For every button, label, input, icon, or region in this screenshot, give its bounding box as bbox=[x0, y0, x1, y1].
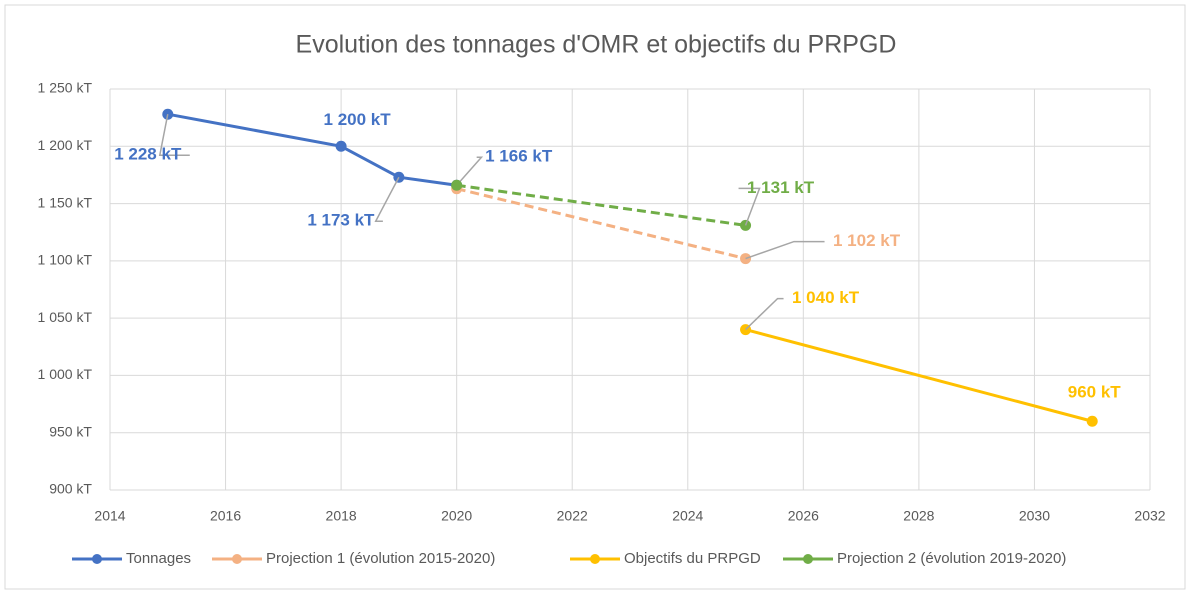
x-tick-label: 2030 bbox=[1019, 508, 1050, 524]
y-tick-label: 1 150 kT bbox=[38, 194, 93, 210]
chart-title: Evolution des tonnages d'OMR et objectif… bbox=[296, 31, 897, 59]
chart-border bbox=[4, 4, 1186, 590]
series-line bbox=[745, 328, 1093, 423]
x-tick-label: 2024 bbox=[672, 508, 703, 524]
legend-marker bbox=[590, 554, 600, 564]
leader-line bbox=[745, 240, 825, 260]
data-point bbox=[1086, 415, 1098, 427]
leader-line bbox=[374, 176, 400, 222]
data-label: 960 kT bbox=[1068, 383, 1122, 402]
x-tick-label: 2026 bbox=[788, 508, 819, 524]
legend-marker bbox=[92, 554, 102, 564]
x-tick-label: 2018 bbox=[326, 508, 357, 524]
legend-marker bbox=[232, 554, 242, 564]
data-label: 1 131 kT bbox=[747, 178, 815, 197]
y-tick-label: 1 200 kT bbox=[38, 137, 93, 153]
leader-line bbox=[158, 114, 190, 156]
y-tick-label: 900 kT bbox=[49, 481, 92, 497]
x-tick-label: 2020 bbox=[441, 508, 472, 524]
y-tick-label: 1 050 kT bbox=[38, 309, 93, 325]
x-tick-label: 2022 bbox=[557, 508, 588, 524]
data-label: 1 173 kT bbox=[307, 211, 375, 230]
y-tick-label: 950 kT bbox=[49, 423, 92, 439]
x-tick-label: 2032 bbox=[1134, 508, 1165, 524]
data-point bbox=[451, 179, 463, 191]
data-label: 1 040 kT bbox=[792, 288, 860, 307]
series-line bbox=[456, 187, 746, 261]
legend-label: Projection 1 (évolution 2015-2020) bbox=[266, 550, 495, 567]
legend-label: Tonnages bbox=[126, 550, 191, 567]
series-line bbox=[167, 112, 457, 187]
leader-line bbox=[745, 297, 784, 331]
x-tick-label: 2016 bbox=[210, 508, 241, 524]
data-label: 1 166 kT bbox=[485, 147, 553, 166]
data-label: 1 102 kT bbox=[833, 231, 901, 250]
leader-line bbox=[456, 156, 484, 186]
data-label: 1 228 kT bbox=[114, 145, 182, 164]
data-point bbox=[335, 140, 347, 152]
leader-line bbox=[738, 187, 761, 226]
data-label: 1 200 kT bbox=[324, 110, 392, 129]
y-tick-label: 1 100 kT bbox=[38, 252, 93, 268]
legend-label: Objectifs du PRPGD bbox=[624, 550, 761, 567]
legend-label: Projection 2 (évolution 2019-2020) bbox=[837, 550, 1066, 567]
x-tick-label: 2028 bbox=[903, 508, 934, 524]
y-tick-label: 1 250 kT bbox=[38, 80, 93, 96]
legend-marker bbox=[803, 554, 813, 564]
series-line bbox=[456, 183, 746, 227]
x-tick-label: 2014 bbox=[94, 508, 125, 524]
y-tick-label: 1 000 kT bbox=[38, 366, 93, 382]
